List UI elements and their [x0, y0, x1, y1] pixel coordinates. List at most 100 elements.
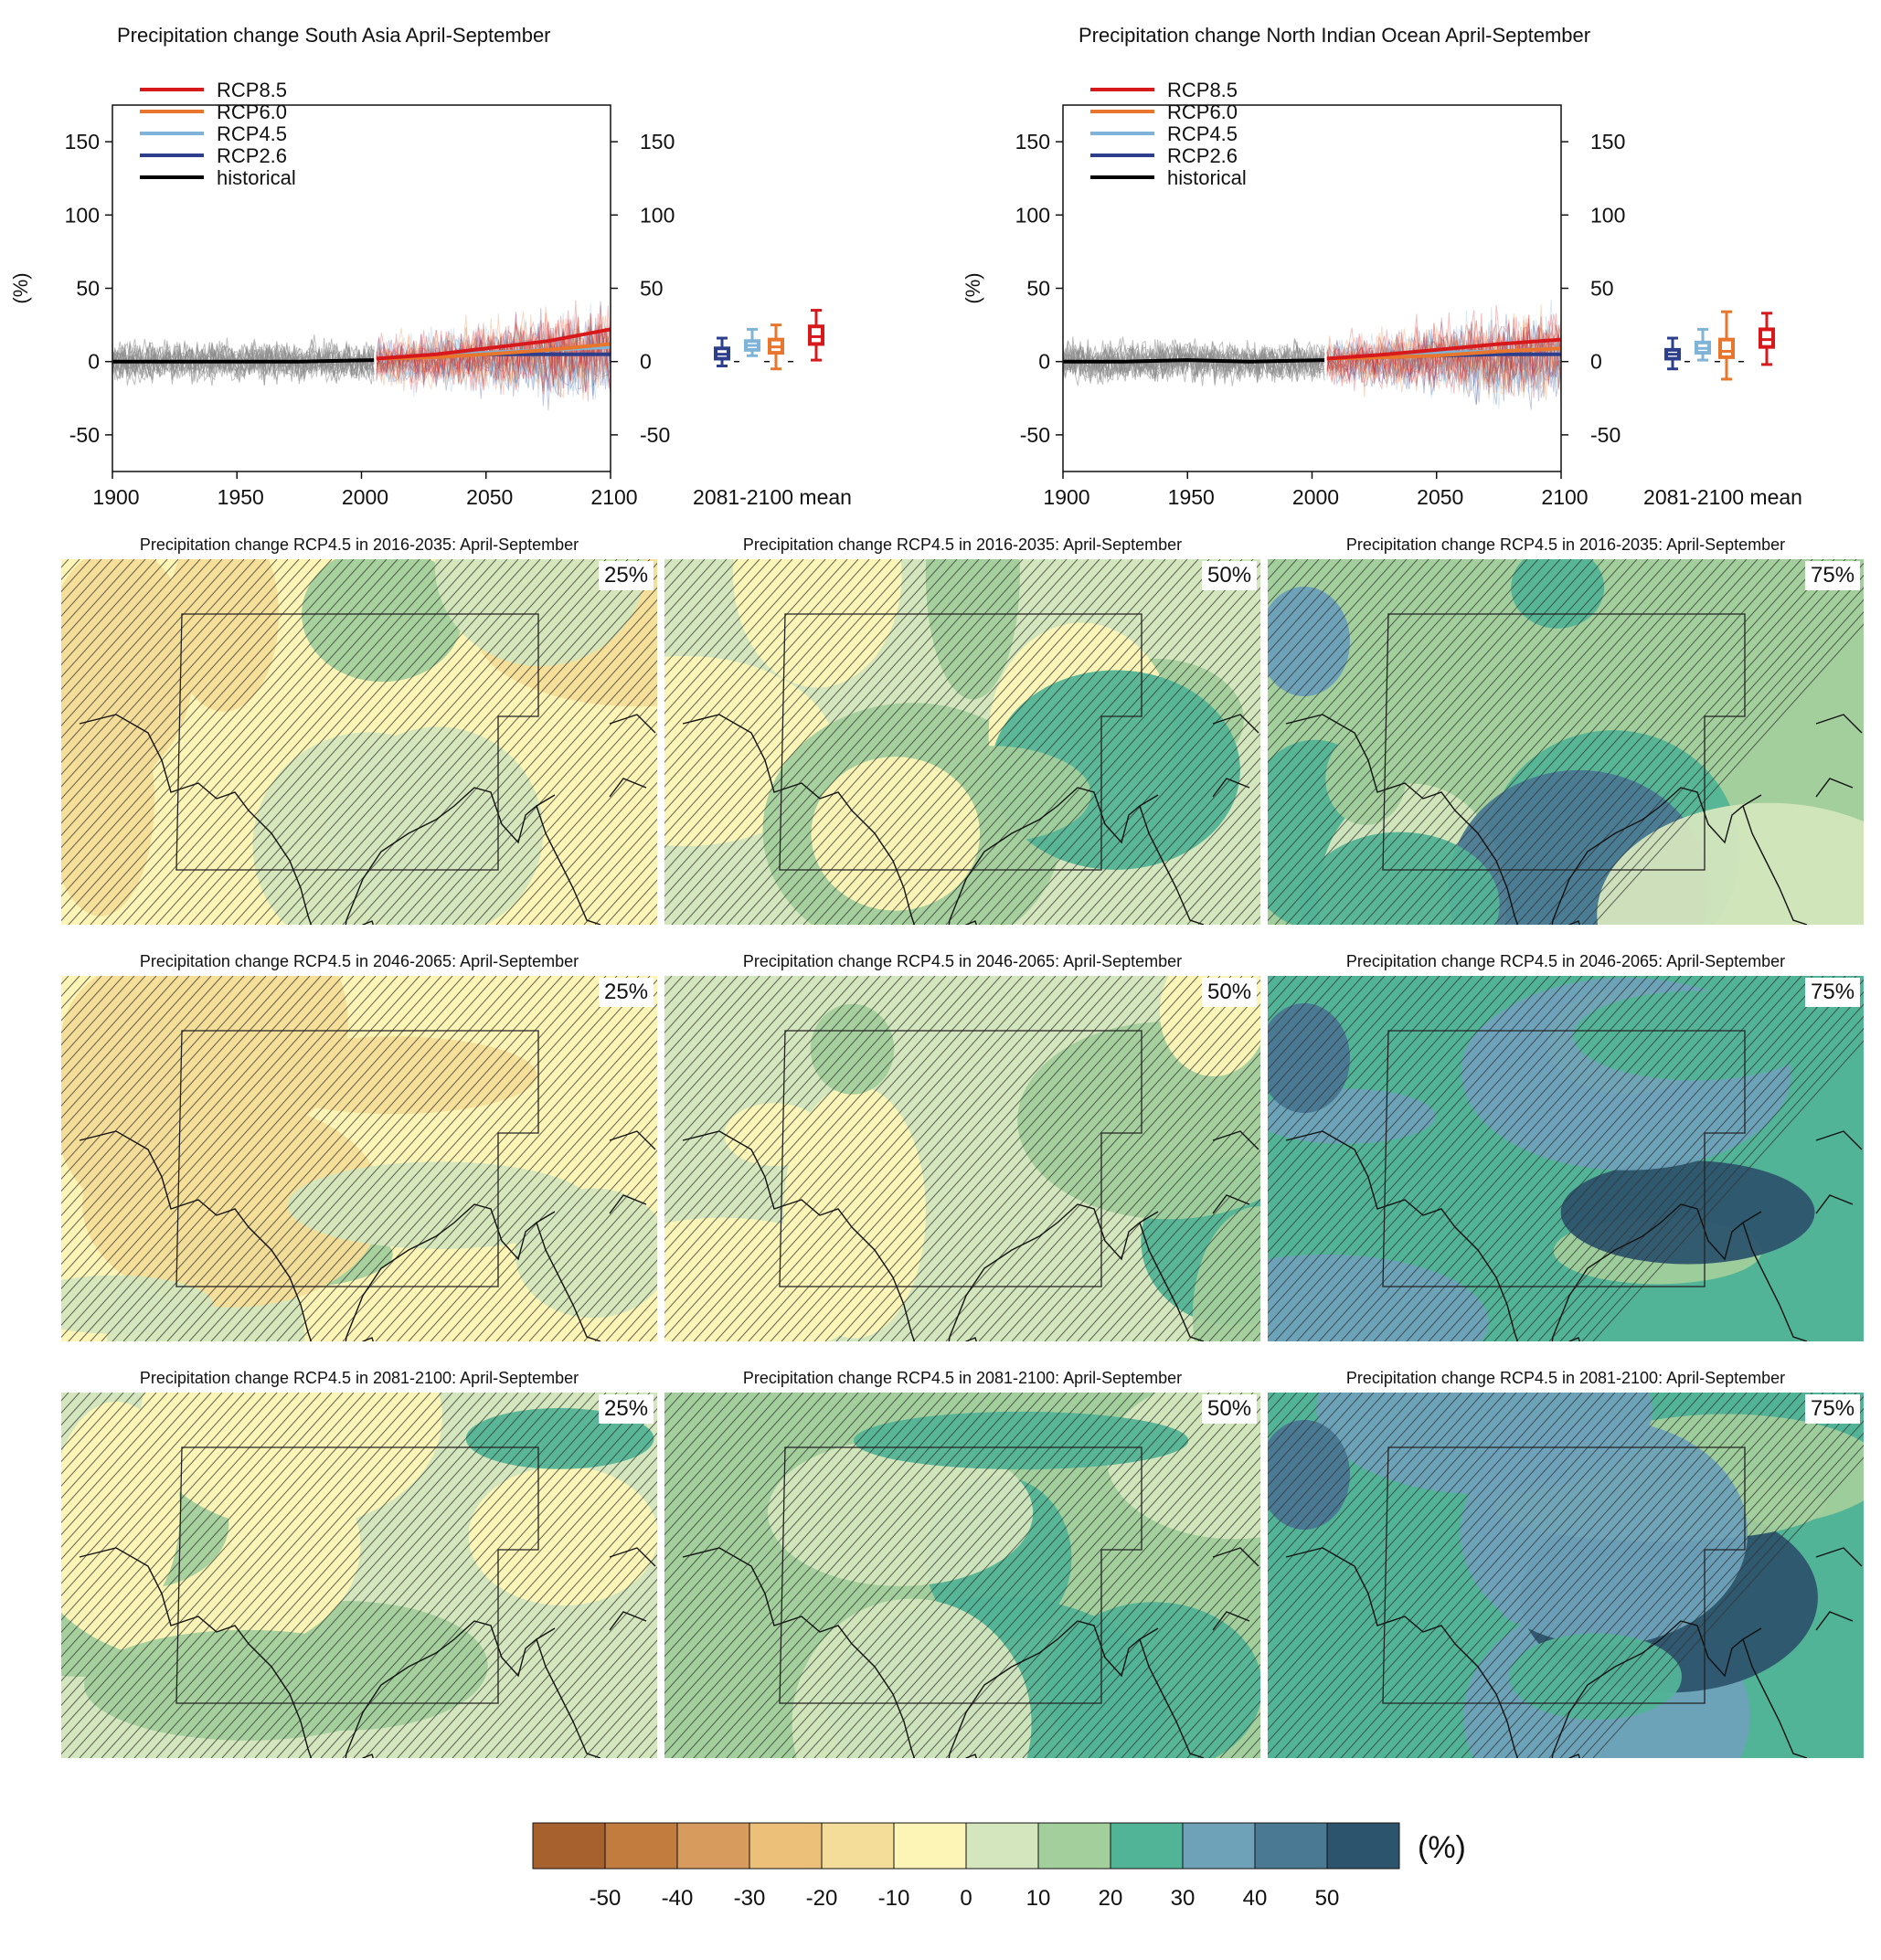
- hatch-line: [1439, 1393, 1769, 1758]
- hatch-line: [495, 1578, 657, 1758]
- hatch-line: [1268, 1393, 1561, 1719]
- hatch-line: [945, 991, 1260, 1341]
- coastline-sri-lanka: [1568, 1337, 1580, 1341]
- hatch-line: [484, 1150, 657, 1341]
- hatch-line: [375, 611, 657, 925]
- hatch-line: [101, 559, 431, 925]
- hatch-line: [1175, 831, 1260, 925]
- hatch-line: [1022, 660, 1260, 925]
- contour-region: [724, 1103, 824, 1167]
- hatch-line: [1268, 1393, 1364, 1499]
- hatch-line: [671, 559, 1002, 925]
- legend-label: RCP6.0: [217, 101, 287, 123]
- legend-label: RCP8.5: [1167, 79, 1238, 101]
- x-tick-label: 2050: [466, 485, 513, 509]
- hatch-line: [967, 599, 1260, 925]
- y-tick-label-right: 0: [1590, 350, 1602, 374]
- hatch-line: [1482, 976, 1813, 1341]
- hatch-line: [824, 559, 1155, 925]
- hatch-line: [1515, 1393, 1846, 1758]
- hatch-line: [1581, 611, 1864, 925]
- hatch-line: [539, 1211, 657, 1341]
- hatch-line: [664, 976, 936, 1277]
- hatch-line: [1077, 721, 1260, 925]
- contour-region: [792, 1598, 1032, 1758]
- hatch-line: [594, 854, 657, 925]
- scenario-member-line: [376, 315, 611, 400]
- colorbar-swatch: [749, 1822, 823, 1870]
- hatch-line: [715, 559, 1046, 925]
- legend-label: historical: [217, 166, 296, 189]
- hatch-line: [715, 1393, 1046, 1758]
- y-tick-label-left: -50: [1020, 423, 1050, 447]
- hatch-line: [1285, 559, 1616, 925]
- hatch-line: [1164, 1234, 1260, 1341]
- hatch-line: [1268, 976, 1451, 1180]
- hatch-line: [664, 976, 793, 1119]
- hatch-line: [1307, 976, 1638, 1341]
- hatch-line: [1268, 976, 1364, 1083]
- y-tick-label-right: 100: [640, 203, 675, 227]
- hatch-line: [726, 1393, 1057, 1758]
- hatch-line: [61, 976, 278, 1216]
- hatch-line: [1164, 1651, 1260, 1758]
- significance-hatching: [664, 976, 1260, 1341]
- hatch-line: [1011, 648, 1260, 925]
- hatch-line: [276, 976, 607, 1341]
- hatch-line: [748, 559, 1079, 925]
- hatch-line: [61, 976, 157, 1083]
- legend-label: RCP4.5: [217, 122, 287, 145]
- hatch-line: [61, 559, 300, 824]
- hatch-line: [1384, 1393, 1715, 1758]
- hatch-line: [177, 559, 508, 925]
- hatch-line: [517, 1603, 657, 1758]
- hatch-line: [1548, 1408, 1864, 1758]
- hatch-line: [1559, 1003, 1864, 1341]
- hatch-line: [813, 976, 1144, 1341]
- box-rcp45: [1695, 327, 1711, 362]
- hatch-line: [664, 1393, 925, 1682]
- box-axis-label: 2081-2100 mean: [1643, 485, 1802, 509]
- historical-member-line: [112, 342, 375, 382]
- hatch-line: [61, 559, 256, 776]
- hatch-line: [287, 1393, 618, 1758]
- hatch-line: [122, 976, 453, 1341]
- hatch-line: [61, 1393, 234, 1584]
- scenario-member-line: [1326, 323, 1562, 392]
- hatch-line: [1197, 854, 1260, 925]
- hatch-line: [1268, 1393, 1375, 1511]
- ensemble-members: [112, 300, 611, 410]
- hatch-line: [1268, 559, 1429, 739]
- contour-region: [61, 985, 180, 1204]
- hatch-line: [79, 559, 409, 925]
- hatch-line: [664, 1393, 914, 1669]
- hatch-line: [1268, 559, 1386, 690]
- hatch-line: [1362, 559, 1693, 925]
- hatch-line: [989, 1040, 1260, 1341]
- hatch-line: [1307, 559, 1638, 925]
- hatch-line: [61, 1393, 256, 1609]
- hatch-line: [664, 976, 815, 1143]
- hatch-line: [835, 1393, 1166, 1758]
- hatch-line: [61, 976, 311, 1253]
- hatch-line: [61, 559, 366, 897]
- hatch-line: [1581, 1028, 1864, 1341]
- hatch-line: [265, 1393, 596, 1758]
- colorbar-tick-label: -30: [734, 1886, 766, 1911]
- hatch-line: [133, 559, 464, 925]
- hatch-line: [572, 1247, 657, 1341]
- hatch-line: [989, 623, 1260, 925]
- hatch-line: [1268, 976, 1550, 1289]
- hatch-line: [101, 976, 431, 1341]
- colorbar-tick-label: -10: [878, 1886, 910, 1911]
- hatch-line: [1395, 976, 1726, 1341]
- hatch-line: [528, 1615, 657, 1758]
- timeseries-chart-south-asia: 150 150 100 100 50 50 0 0 -50 -50 1900 1950 2000 2050…: [9, 79, 852, 509]
- hatch-line: [517, 769, 657, 925]
- colorbar-tick-label: 10: [1026, 1886, 1051, 1911]
- hatch-line: [1329, 559, 1660, 925]
- series-line-rcp60: [1326, 346, 1562, 361]
- hatch-line: [342, 1408, 657, 1758]
- hatch-line: [890, 559, 1221, 925]
